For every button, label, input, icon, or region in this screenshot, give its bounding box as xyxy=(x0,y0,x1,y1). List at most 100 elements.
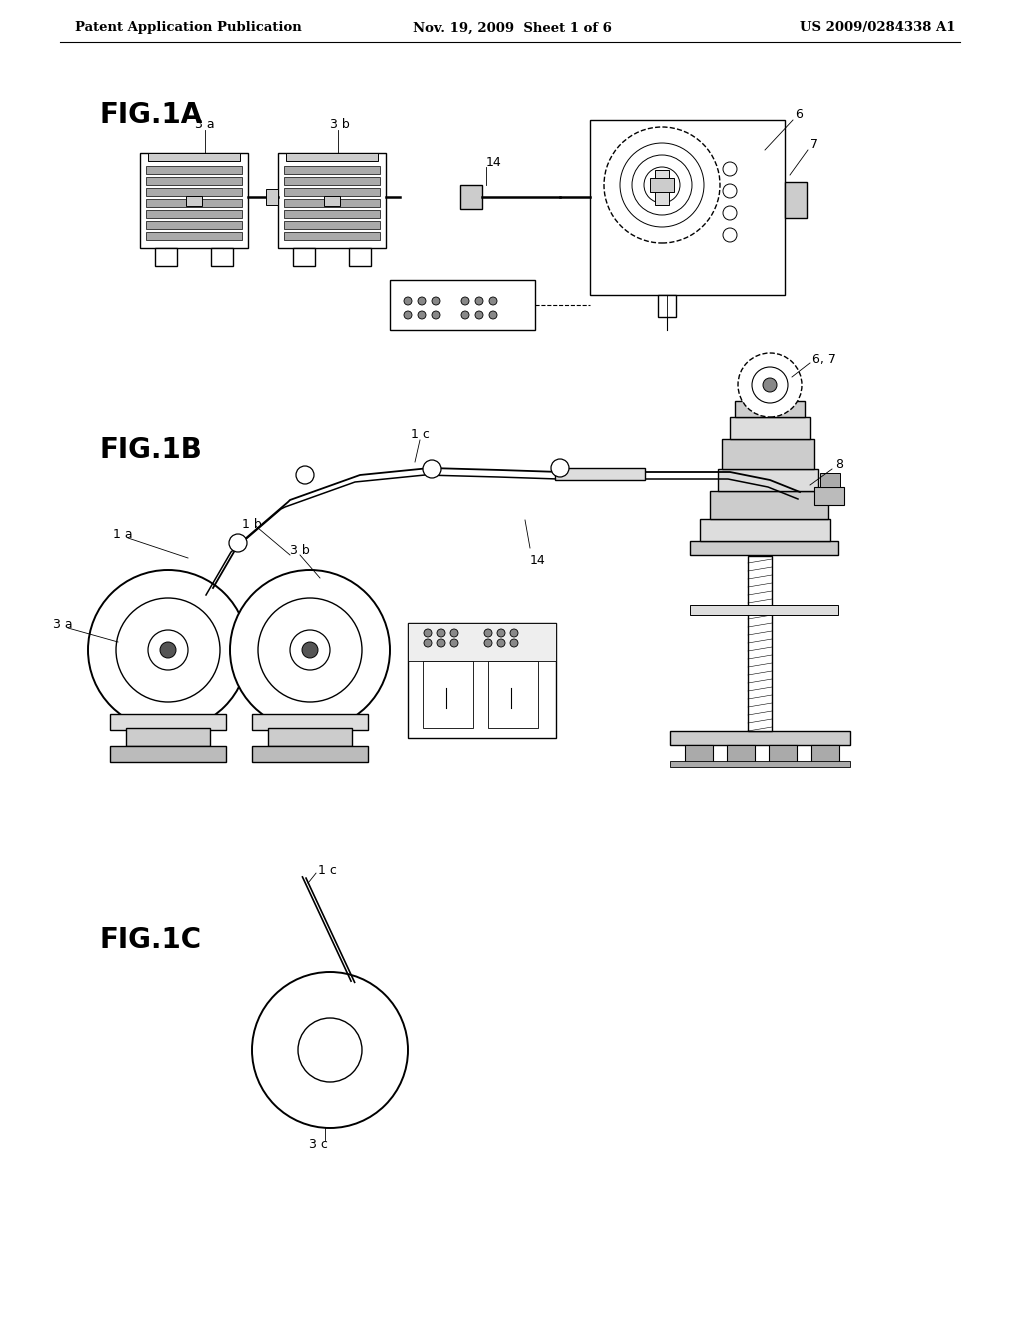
Circle shape xyxy=(723,162,737,176)
Circle shape xyxy=(723,228,737,242)
Circle shape xyxy=(230,570,390,730)
Circle shape xyxy=(404,297,412,305)
Circle shape xyxy=(484,639,492,647)
Bar xyxy=(670,762,850,767)
Bar xyxy=(590,120,785,294)
Circle shape xyxy=(763,378,777,392)
Bar xyxy=(408,623,556,738)
Bar xyxy=(460,185,482,209)
Text: Patent Application Publication: Patent Application Publication xyxy=(75,21,302,34)
Bar xyxy=(126,729,210,746)
Text: 3 b: 3 b xyxy=(330,119,350,132)
Bar xyxy=(148,153,240,161)
Bar xyxy=(655,170,669,205)
Bar xyxy=(155,248,177,267)
Bar xyxy=(690,605,838,615)
Bar xyxy=(690,541,838,554)
Circle shape xyxy=(404,312,412,319)
Circle shape xyxy=(475,297,483,305)
Bar xyxy=(650,178,674,191)
Circle shape xyxy=(484,630,492,638)
Bar xyxy=(146,177,242,185)
Circle shape xyxy=(450,639,458,647)
Bar xyxy=(658,294,676,317)
Circle shape xyxy=(148,630,188,671)
Circle shape xyxy=(644,168,680,203)
Text: 1 c: 1 c xyxy=(411,429,429,441)
Circle shape xyxy=(510,639,518,647)
Bar xyxy=(423,661,473,729)
Text: 1 a: 1 a xyxy=(113,528,133,541)
Bar xyxy=(735,401,805,417)
Circle shape xyxy=(461,297,469,305)
Bar xyxy=(555,469,645,480)
Text: 8: 8 xyxy=(835,458,843,471)
Bar xyxy=(700,519,830,541)
Bar xyxy=(140,153,248,248)
Circle shape xyxy=(229,535,247,552)
Bar xyxy=(266,189,278,205)
Circle shape xyxy=(752,367,788,403)
Bar xyxy=(284,199,380,207)
Circle shape xyxy=(497,639,505,647)
Bar xyxy=(324,195,340,206)
Circle shape xyxy=(654,177,670,193)
Circle shape xyxy=(657,180,667,190)
Bar xyxy=(390,280,535,330)
Circle shape xyxy=(489,297,497,305)
Bar xyxy=(284,187,380,195)
Bar xyxy=(286,153,378,161)
Circle shape xyxy=(723,206,737,220)
Bar xyxy=(146,232,242,240)
Text: FIG.1A: FIG.1A xyxy=(100,102,203,129)
Circle shape xyxy=(424,639,432,647)
Bar xyxy=(710,491,828,519)
Text: 6, 7: 6, 7 xyxy=(812,354,836,367)
Bar xyxy=(278,153,386,248)
Bar xyxy=(769,744,797,763)
Circle shape xyxy=(738,352,802,417)
Circle shape xyxy=(437,630,445,638)
Bar xyxy=(252,714,368,730)
Circle shape xyxy=(632,154,692,215)
Text: 1 c: 1 c xyxy=(318,863,337,876)
Bar xyxy=(110,746,226,762)
Bar xyxy=(284,166,380,174)
Circle shape xyxy=(418,312,426,319)
Text: 3 c: 3 c xyxy=(308,1138,328,1151)
Bar xyxy=(284,232,380,240)
Circle shape xyxy=(432,312,440,319)
Circle shape xyxy=(296,466,314,484)
Text: 14: 14 xyxy=(486,156,502,169)
Bar xyxy=(146,220,242,228)
Bar xyxy=(820,473,840,487)
Circle shape xyxy=(88,570,248,730)
Bar xyxy=(284,210,380,218)
Bar xyxy=(722,440,814,469)
Circle shape xyxy=(423,459,441,478)
Circle shape xyxy=(437,639,445,647)
Bar xyxy=(685,744,713,763)
Bar xyxy=(349,248,371,267)
Bar xyxy=(785,182,807,218)
Circle shape xyxy=(432,297,440,305)
Circle shape xyxy=(450,630,458,638)
Text: Nov. 19, 2009  Sheet 1 of 6: Nov. 19, 2009 Sheet 1 of 6 xyxy=(413,21,611,34)
Circle shape xyxy=(510,630,518,638)
Bar xyxy=(730,417,810,440)
Text: 1 b: 1 b xyxy=(242,519,262,532)
Bar xyxy=(146,210,242,218)
Circle shape xyxy=(290,630,330,671)
Bar xyxy=(110,714,226,730)
Circle shape xyxy=(298,1018,362,1082)
Bar xyxy=(284,177,380,185)
Bar xyxy=(488,661,538,729)
Circle shape xyxy=(604,127,720,243)
Bar xyxy=(211,248,233,267)
Bar xyxy=(146,199,242,207)
Bar xyxy=(814,487,844,506)
Circle shape xyxy=(489,312,497,319)
Bar xyxy=(293,248,315,267)
Text: FIG.1B: FIG.1B xyxy=(100,436,203,465)
Bar xyxy=(252,746,368,762)
